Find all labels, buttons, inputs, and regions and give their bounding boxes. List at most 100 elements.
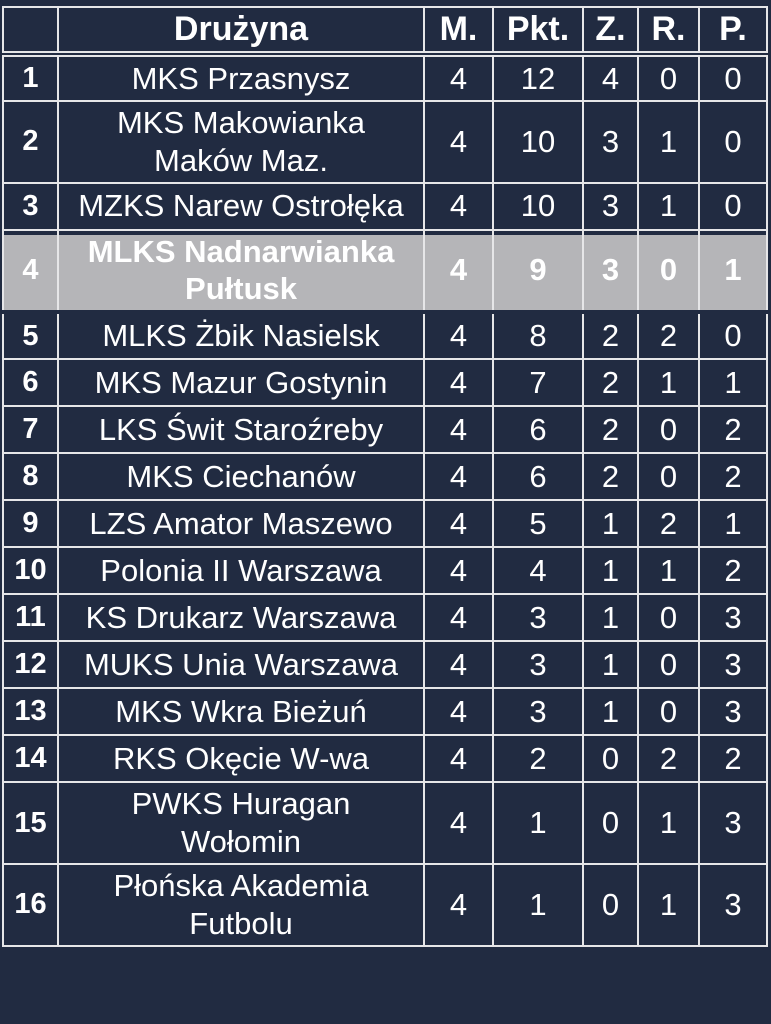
position-cell: 2 [2,100,59,184]
matches-cell: 4 [423,53,494,102]
points-cell: 3 [492,687,584,737]
losses-cell: 0 [698,53,768,102]
draws-cell: 1 [637,546,700,596]
points-cell: 3 [492,640,584,690]
wins-cell: 3 [582,181,639,231]
position-cell: 4 [2,228,59,315]
draws-cell: 0 [637,228,700,315]
losses-cell: 1 [698,228,768,315]
wins-cell: 3 [582,100,639,184]
position-cell: 7 [2,405,59,455]
matches-cell: 4 [423,100,494,184]
wins-cell: 0 [582,781,639,865]
losses-cell: 2 [698,734,768,784]
team-name-cell: PWKS Huragan Wołomin [57,781,425,865]
points-cell: 8 [492,311,584,361]
table-row: 14 RKS Okęcie W-wa 4 2 0 2 2 [2,734,768,784]
losses-cell: 1 [698,499,768,549]
team-name-cell: KS Drukarz Warszawa [57,593,425,643]
team-name-cell: MUKS Unia Warszawa [57,640,425,690]
losses-cell: 3 [698,862,768,947]
wins-cell: 2 [582,452,639,502]
position-cell: 10 [2,546,59,596]
team-name-cell: MLKS Nadnarwianka Pułtusk [57,228,425,315]
position-cell: 11 [2,593,59,643]
points-cell: 6 [492,452,584,502]
header-row: Drużyna M. Pkt. Z. R. P. [2,6,768,57]
losses-cell: 3 [698,687,768,737]
table-row: 6 MKS Mazur Gostynin 4 7 2 1 1 [2,358,768,408]
losses-cell: 3 [698,781,768,865]
points-cell: 2 [492,734,584,784]
draws-cell: 2 [637,311,700,361]
draws-cell: 0 [637,452,700,502]
table-row: 11 KS Drukarz Warszawa 4 3 1 0 3 [2,593,768,643]
header-team: Drużyna [57,6,425,57]
wins-cell: 1 [582,499,639,549]
losses-cell: 2 [698,452,768,502]
points-cell: 10 [492,100,584,184]
header-draws: R. [637,6,700,57]
losses-cell: 3 [698,640,768,690]
wins-cell: 3 [582,228,639,315]
header-matches: M. [423,6,494,57]
points-cell: 5 [492,499,584,549]
wins-cell: 4 [582,53,639,102]
matches-cell: 4 [423,593,494,643]
table-row: 15 PWKS Huragan Wołomin 4 1 0 1 3 [2,781,768,865]
team-name-cell: RKS Okęcie W-wa [57,734,425,784]
table-row: 9 LZS Amator Maszewo 4 5 1 2 1 [2,499,768,549]
table-row: 10 Polonia II Warszawa 4 4 1 1 2 [2,546,768,596]
points-cell: 6 [492,405,584,455]
standings-body: 1 MKS Przasnysz 4 12 4 0 0 2 MKS Makowianka Makó… [2,53,768,947]
draws-cell: 1 [637,781,700,865]
points-cell: 4 [492,546,584,596]
matches-cell: 4 [423,640,494,690]
position-cell: 1 [2,53,59,102]
position-cell: 3 [2,181,59,231]
standings-table: Drużyna M. Pkt. Z. R. P. 1 MKS Przasnysz 4… [2,6,768,947]
position-cell: 8 [2,452,59,502]
position-cell: 14 [2,734,59,784]
points-cell: 1 [492,781,584,865]
team-name-cell: LKS Świt Staroźreby [57,405,425,455]
wins-cell: 1 [582,687,639,737]
matches-cell: 4 [423,546,494,596]
points-cell: 7 [492,358,584,408]
losses-cell: 0 [698,100,768,184]
draws-cell: 1 [637,862,700,947]
matches-cell: 4 [423,862,494,947]
table-row: 16 Płońska Akademia Futbolu 4 1 0 1 3 [2,862,768,947]
table-row: 12 MUKS Unia Warszawa 4 3 1 0 3 [2,640,768,690]
wins-cell: 0 [582,862,639,947]
team-name-cell: MKS Wkra Bieżuń [57,687,425,737]
standings-header: Drużyna M. Pkt. Z. R. P. [2,6,768,57]
position-cell: 16 [2,862,59,947]
losses-cell: 0 [698,311,768,361]
team-name-cell: MZKS Narew Ostrołęka [57,181,425,231]
draws-cell: 1 [637,181,700,231]
position-cell: 5 [2,311,59,361]
draws-cell: 0 [637,687,700,737]
losses-cell: 2 [698,546,768,596]
draws-cell: 2 [637,734,700,784]
points-cell: 3 [492,593,584,643]
position-cell: 13 [2,687,59,737]
losses-cell: 0 [698,181,768,231]
table-row: 1 MKS Przasnysz 4 12 4 0 0 [2,53,768,102]
matches-cell: 4 [423,734,494,784]
team-name-cell: MKS Ciechanów [57,452,425,502]
table-row: 8 MKS Ciechanów 4 6 2 0 2 [2,452,768,502]
wins-cell: 2 [582,311,639,361]
matches-cell: 4 [423,181,494,231]
draws-cell: 2 [637,499,700,549]
matches-cell: 4 [423,781,494,865]
draws-cell: 0 [637,640,700,690]
matches-cell: 4 [423,405,494,455]
losses-cell: 3 [698,593,768,643]
table-row: 2 MKS Makowianka Maków Maz. 4 10 3 1 0 [2,100,768,184]
team-name-cell: MKS Przasnysz [57,53,425,102]
header-points: Pkt. [492,6,584,57]
wins-cell: 1 [582,593,639,643]
